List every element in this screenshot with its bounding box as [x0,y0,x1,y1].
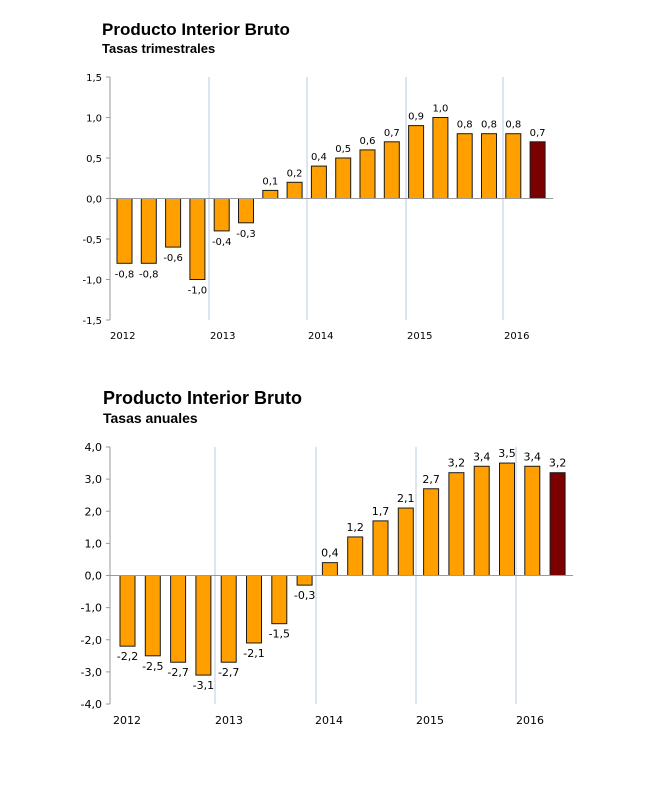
bar [119,575,136,647]
data-label: -2,1 [243,647,264,660]
data-label: 0,4 [311,152,327,163]
data-label: -2,2 [117,650,138,663]
bar [423,488,440,577]
bar [524,465,541,576]
bar [271,575,288,625]
x-year-label: 2016 [516,714,544,727]
bar [246,575,262,644]
y-tick-label: 3,0 [85,473,103,486]
y-tick-label: -0,5 [82,235,102,246]
data-label: 1,7 [372,505,390,518]
data-label: 3,4 [524,450,542,463]
data-label: 3,4 [473,450,491,463]
bar [549,472,566,577]
x-year-label: 2012 [110,331,135,342]
bar [170,575,187,663]
quarterly-plot: 1,5 1,0 0,5 0,0 -0,5 -1,0 -1,5 -0,8 -0,8 -0,6 -1,0… [82,73,554,342]
data-label: -0,3 [236,229,256,240]
x-year-label: 2013 [210,331,235,342]
x-year-label: 2014 [315,714,343,727]
data-label: 0,8 [481,120,497,131]
y-tick-label: -2,0 [81,634,102,647]
data-label: 0,7 [384,128,400,139]
bar [397,507,414,577]
data-label: -0,3 [294,589,315,602]
bar [448,472,465,577]
chart-subtitle: Tasas anuales [103,410,198,426]
chart-title: Producto Interior Bruto [103,388,302,408]
data-label: 1,0 [432,104,448,115]
data-label: -0,6 [163,253,183,264]
y-tick-label: -1,0 [82,276,102,287]
y-tick-label: -4,0 [81,698,102,711]
y-tick-label: 4,0 [85,441,103,454]
data-label: -0,8 [139,269,159,280]
data-label: 0,2 [287,168,303,179]
chart-quarterly: Producto Interior Bruto Tasas trimestral… [0,0,665,370]
y-tick-label: 0,0 [86,195,102,206]
data-label: 3,2 [448,457,466,470]
x-year-label: 2012 [113,714,141,727]
data-label: -2,7 [167,666,188,679]
data-label: -0,4 [212,237,232,248]
x-year-label: 2013 [215,714,243,727]
y-tick-label: 0,5 [86,154,102,165]
bar [195,575,212,676]
data-label: -2,5 [142,660,163,673]
x-year-label: 2016 [504,331,529,342]
data-label: 0,4 [321,547,339,560]
data-label: 2,7 [422,473,440,486]
data-label: 0,9 [408,112,424,123]
data-label: 0,8 [505,120,521,131]
data-label: 3,5 [498,447,516,460]
x-year-label: 2015 [407,331,432,342]
x-year-label: 2014 [308,331,333,342]
y-tick-label: 1,0 [86,114,102,125]
bar [220,575,237,663]
data-label: -0,8 [115,269,135,280]
y-tick-label: 0,0 [85,570,103,583]
bar [296,575,313,586]
bar [144,575,161,657]
y-tick-label: -1,0 [81,602,102,615]
data-label: 0,6 [360,136,376,147]
data-label: -1,0 [188,286,208,297]
data-label: 3,2 [549,457,567,470]
chart-subtitle: Tasas trimestrales [102,41,216,56]
bar [347,536,364,577]
x-year-label: 2015 [416,714,444,727]
data-label: -3,1 [193,679,214,692]
data-label: 0,7 [530,128,546,139]
y-tick-label: -1,5 [82,316,102,327]
data-label: -2,7 [218,666,239,679]
bar [473,465,490,576]
data-label: 1,2 [346,521,364,534]
data-label: 0,8 [457,120,473,131]
y-tick-label: 1,5 [86,73,102,84]
y-tick-label: 2,0 [85,505,103,518]
data-label: 2,1 [397,492,415,505]
bar [372,520,389,577]
y-tick-label: 1,0 [85,537,103,550]
chart-title: Producto Interior Bruto [102,20,290,39]
data-label: 0,1 [262,176,278,187]
bar [321,562,338,577]
y-tick-label: -3,0 [81,666,102,679]
data-label: 0,5 [335,144,351,155]
data-label: -1,5 [269,628,290,641]
bar [499,462,515,576]
